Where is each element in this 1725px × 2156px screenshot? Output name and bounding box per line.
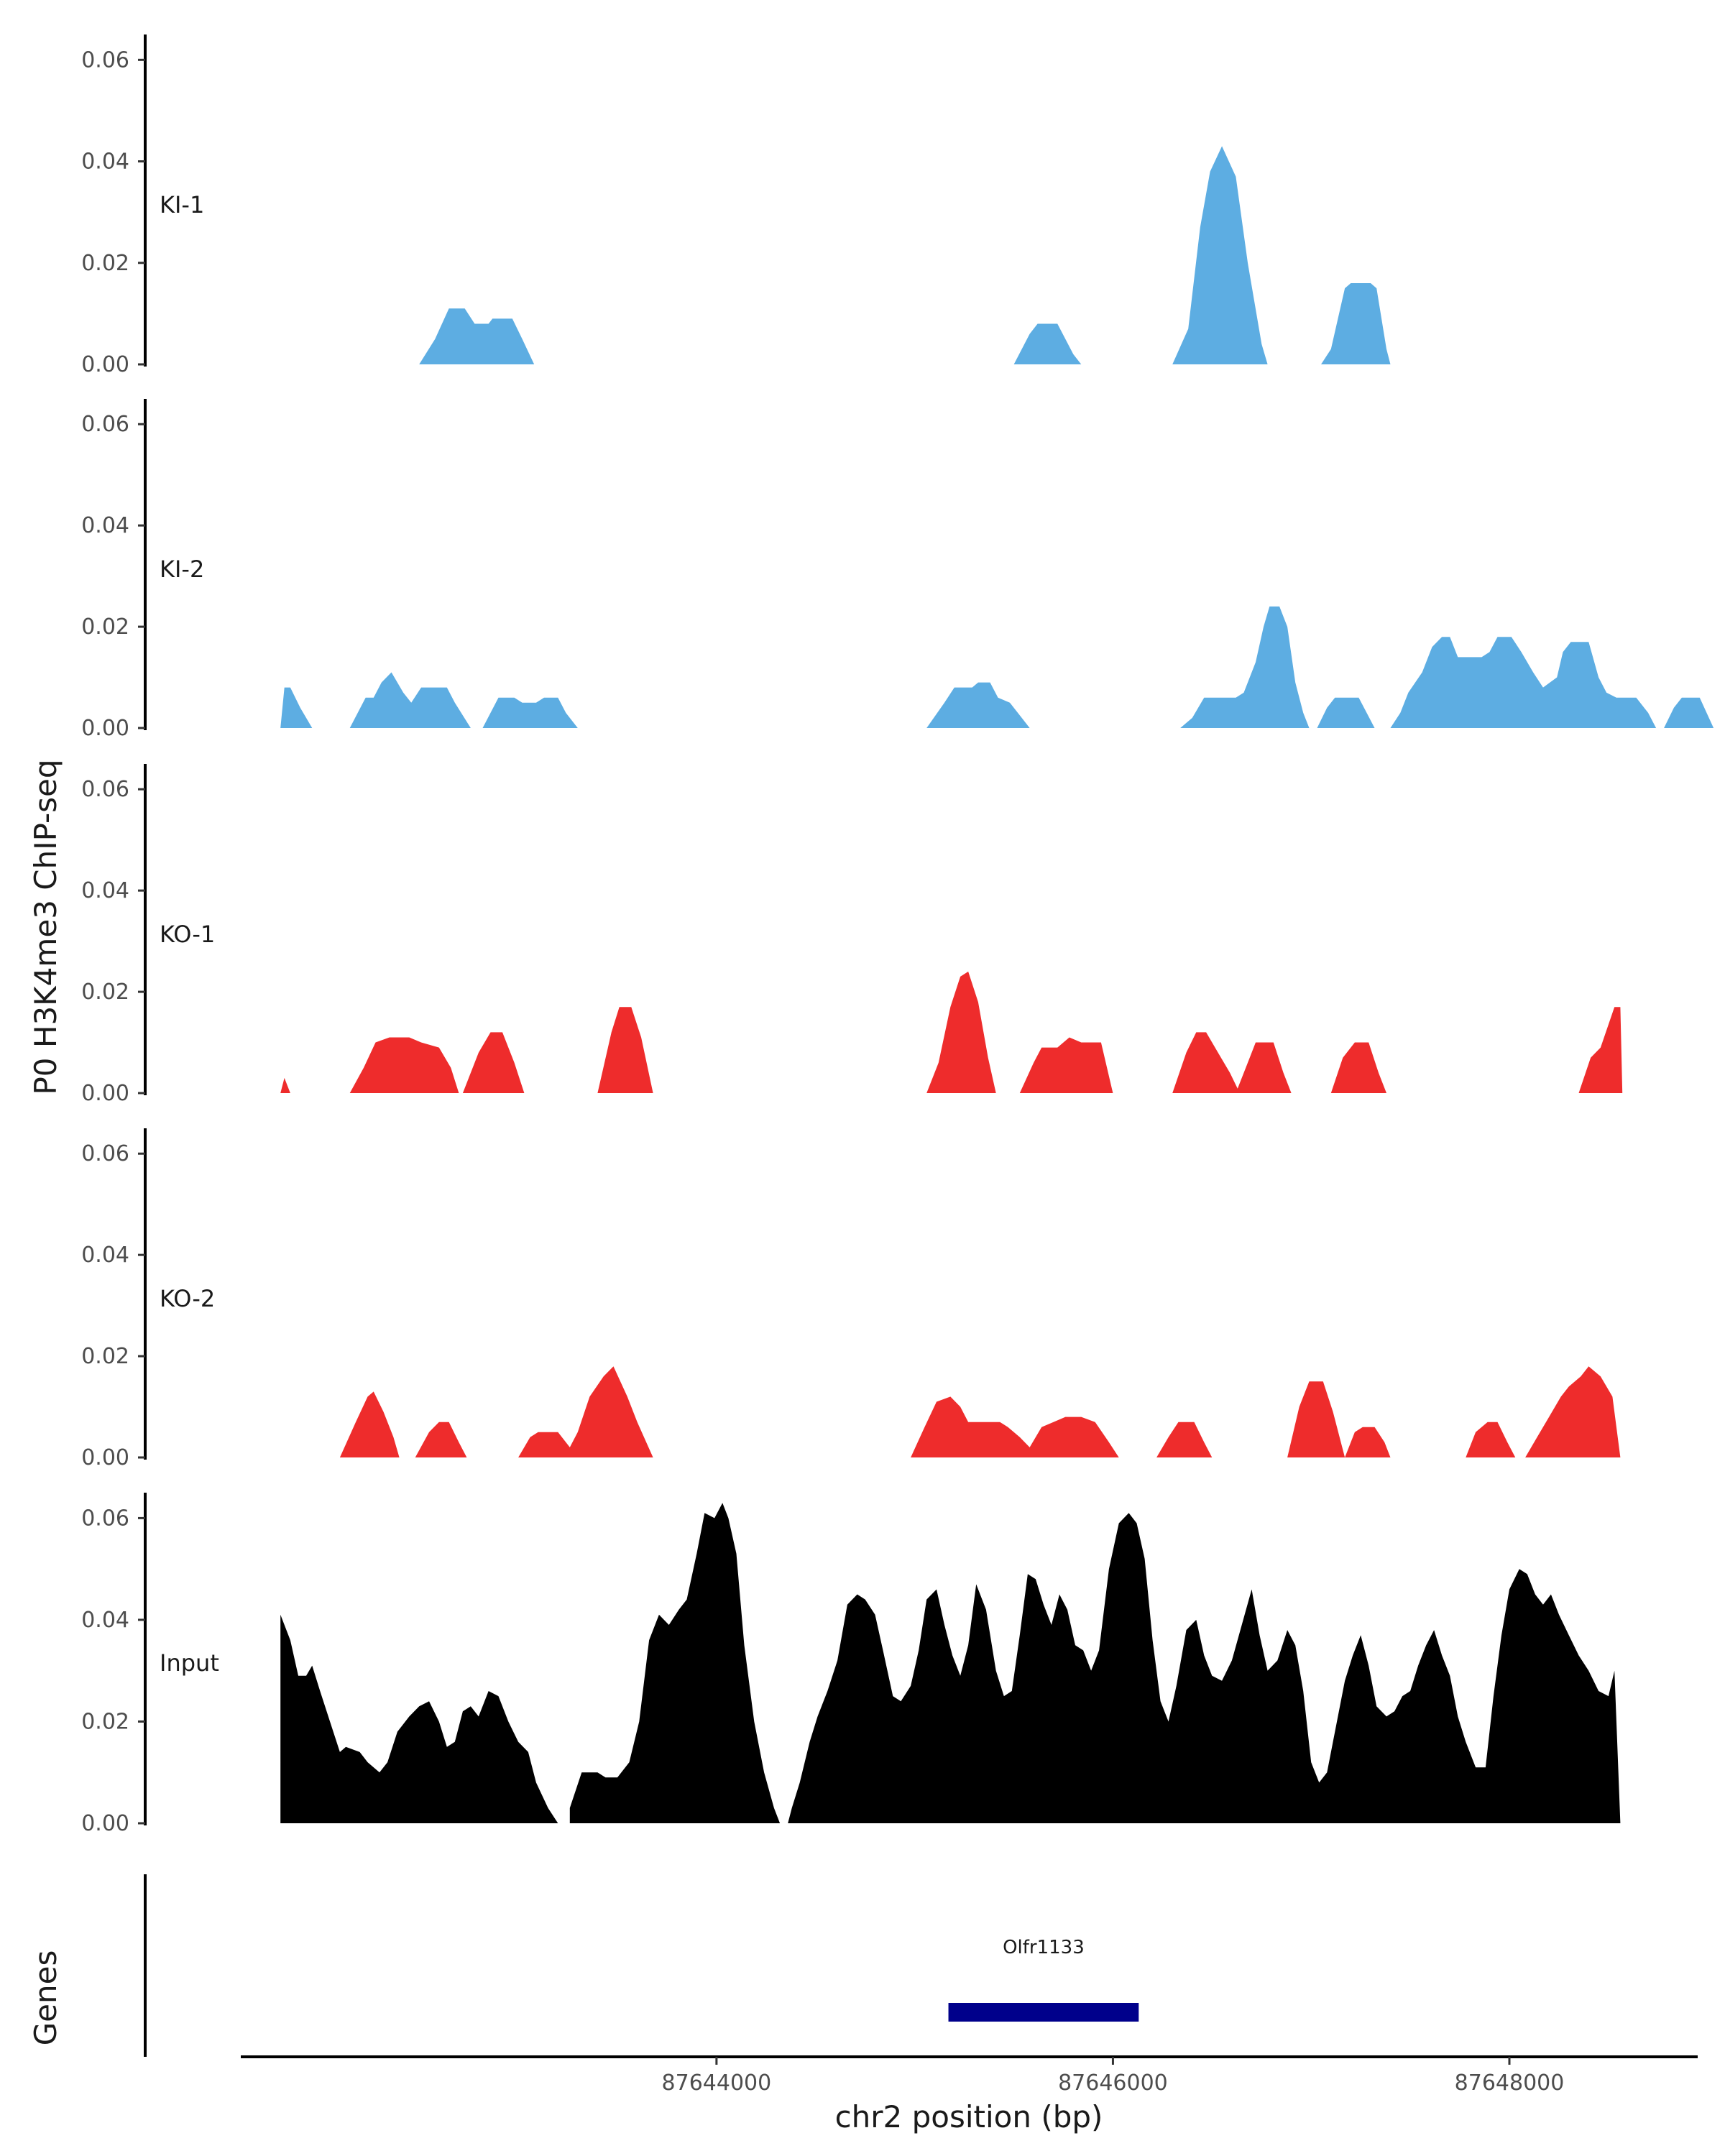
y-tick-label: 0.06 [81, 1506, 129, 1531]
signal-peak [1390, 637, 1657, 728]
gene-bar [948, 2003, 1139, 2022]
gene-track: Olfr1133 [144, 1874, 1139, 2057]
x-tick-label: 87648000 [1455, 2070, 1565, 2096]
y-tick-label: 0.04 [81, 878, 129, 903]
signal-peak [926, 682, 1030, 728]
x-axis: 87644000 87646000 87648000 [241, 2055, 1698, 2096]
signal-peak [415, 1422, 467, 1457]
signal-peak [1317, 697, 1375, 728]
y-axis-title: P0 H3K4me3 ChIP-seq [28, 759, 63, 1095]
signal-peak [597, 1007, 653, 1093]
signal-peak [1525, 1366, 1621, 1457]
signal-peak [1172, 146, 1268, 364]
signal-peak [1466, 1422, 1516, 1457]
signal-peak [1236, 1042, 1292, 1093]
y-tick-label: 0.00 [81, 1081, 129, 1106]
signal-peak [1287, 1381, 1346, 1457]
signal-peak [1019, 1037, 1113, 1093]
signal-peak [349, 672, 471, 728]
track-label: Input [160, 1649, 219, 1677]
y-tick-label: 0.02 [81, 614, 129, 640]
signal-peak [1345, 1427, 1391, 1457]
track-ko-2: 0.00 0.02 0.04 0.06 KO-2 [81, 1128, 1621, 1470]
signal-peak [419, 308, 535, 364]
signal-peak [462, 1032, 525, 1093]
signal-peak [1664, 697, 1714, 728]
y-tick-label: 0.02 [81, 1709, 129, 1734]
y-tick-label: 0.06 [81, 777, 129, 802]
signal-peak [518, 1366, 653, 1457]
y-tick-label: 0.00 [81, 352, 129, 377]
y-tick-label: 0.04 [81, 149, 129, 175]
signal-peak [926, 971, 996, 1093]
signal-peak [280, 1077, 290, 1093]
signal-peak [1156, 1422, 1213, 1457]
signal-peak [1578, 1007, 1623, 1093]
y-tick-label: 0.06 [81, 1141, 129, 1166]
track-ko-1: 0.00 0.02 0.04 0.06 KO-1 [81, 764, 1623, 1106]
x-tick-label: 87646000 [1058, 2070, 1168, 2096]
signal-peak [280, 687, 313, 728]
signal-peak [1321, 283, 1391, 364]
gene-label: Olfr1133 [1003, 1937, 1085, 1958]
y-tick-label: 0.04 [81, 1608, 129, 1633]
y-tick-label: 0.04 [81, 513, 129, 538]
signal-peak [339, 1391, 400, 1457]
signal-peak [911, 1396, 1119, 1457]
y-tick-label: 0.06 [81, 412, 129, 437]
y-tick-label: 0.06 [81, 47, 129, 73]
track-ki-2: 0.00 0.02 0.04 0.06 KI-2 [81, 399, 1714, 741]
track-label: KO-2 [160, 1285, 215, 1312]
y-tick-label: 0.02 [81, 1344, 129, 1369]
signal-peak [788, 1513, 1621, 1823]
signal-peak [1180, 606, 1310, 728]
tracks-layer: 0.00 0.02 0.04 0.06 KI-1 0.00 0.02 0.04 0.06 KI-2… [81, 34, 1714, 1836]
x-tick-label: 87644000 [662, 2070, 772, 2096]
y-tick-label: 0.04 [81, 1243, 129, 1268]
y-tick-label: 0.02 [81, 980, 129, 1005]
signal-peak [280, 1614, 558, 1823]
track-label: KI-1 [160, 191, 204, 218]
track-label: KO-1 [160, 921, 215, 948]
track-label: KI-2 [160, 556, 204, 583]
y-tick-label: 0.00 [81, 1445, 129, 1470]
signal-peak [569, 1503, 781, 1823]
y-tick-label: 0.00 [81, 716, 129, 741]
gene-track-title: Genes [28, 1950, 63, 2046]
y-tick-label: 0.02 [81, 251, 129, 276]
signal-peak [1330, 1042, 1386, 1093]
signal-peak [482, 697, 578, 728]
signal-peak [349, 1037, 459, 1093]
track-input: 0.00 0.02 0.04 0.06 Input [81, 1493, 1621, 1836]
x-axis-title: chr2 position (bp) [835, 2099, 1103, 2134]
signal-peak [1013, 323, 1082, 364]
signal-peak [1172, 1032, 1240, 1093]
y-tick-label: 0.00 [81, 1811, 129, 1836]
track-ki-1: 0.00 0.02 0.04 0.06 KI-1 [81, 34, 1391, 377]
